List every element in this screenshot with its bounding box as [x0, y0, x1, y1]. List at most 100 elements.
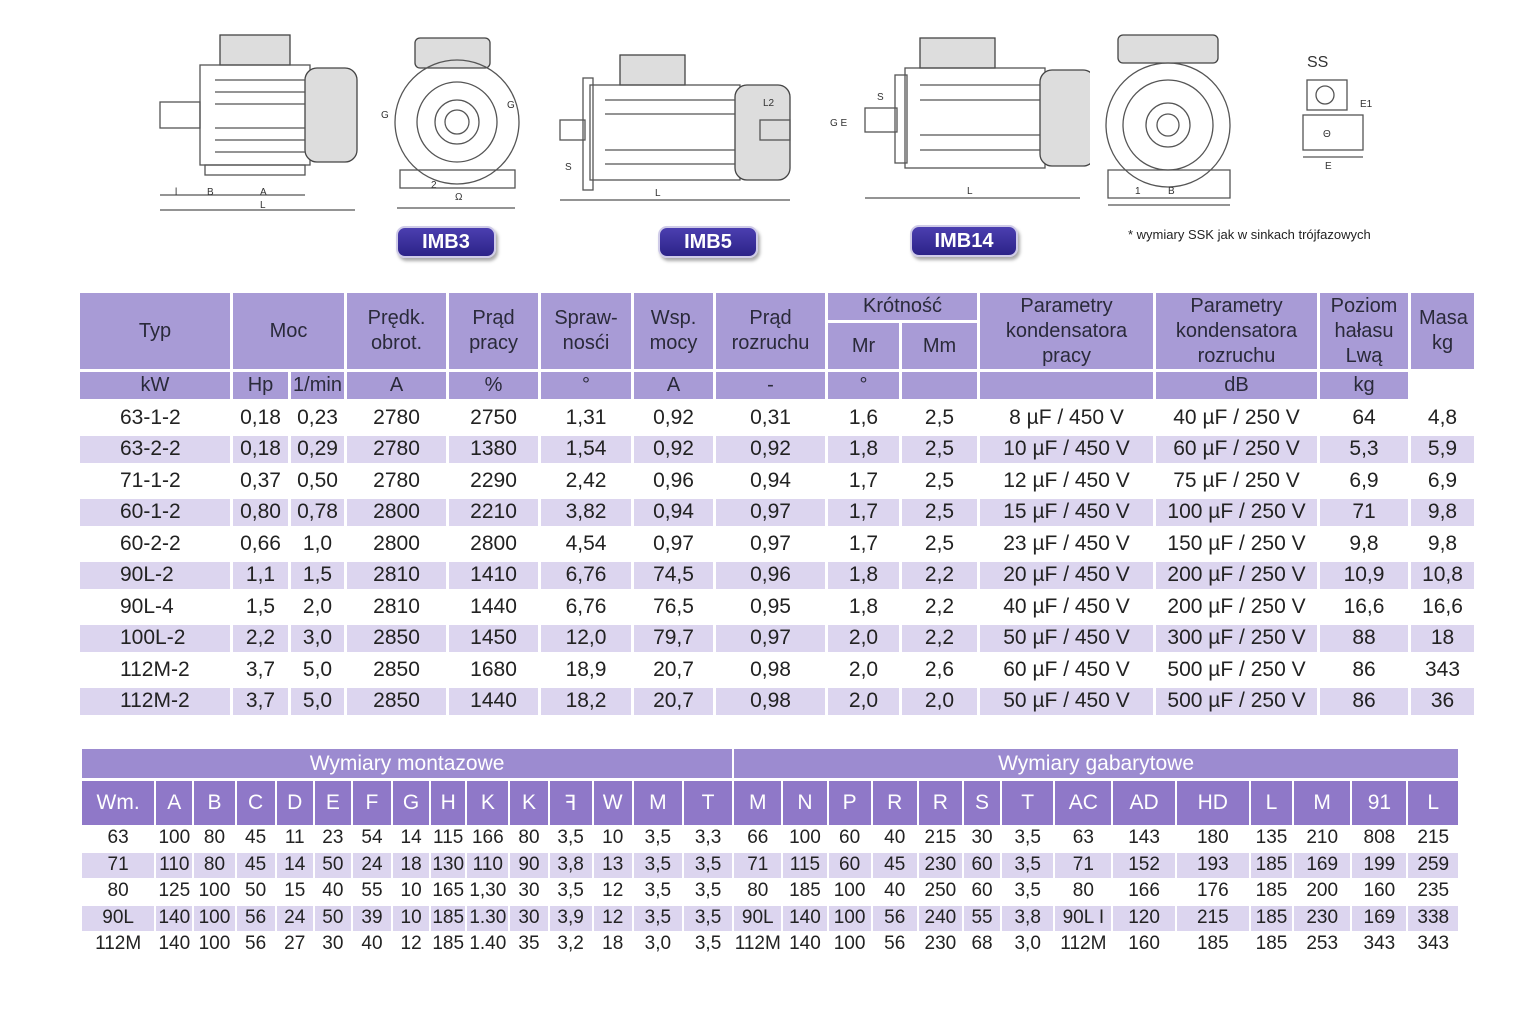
value-cell: 185	[1255, 933, 1288, 955]
column-header: L	[1408, 781, 1458, 825]
type-cell: 60-1-2	[80, 496, 230, 528]
svg-text:L2: L2	[763, 98, 775, 109]
value-cell: 40 µF / 250 V	[1173, 405, 1300, 429]
header-typ: Typ	[80, 293, 230, 372]
value-cell: 0,66	[240, 531, 281, 555]
header-kond-pracy: Parametry kondensatora pracy	[980, 293, 1154, 372]
unit-cell: °	[541, 372, 632, 402]
value-cell: 18	[1411, 622, 1475, 654]
value-cell: 1,0	[302, 531, 333, 555]
value-cell: 0,94	[634, 496, 714, 528]
value-cell: 45	[872, 851, 917, 878]
column-header: R	[918, 781, 962, 825]
unit-cell: A	[634, 372, 714, 402]
value-cell: 14	[400, 827, 422, 849]
value-cell: 185	[1196, 933, 1229, 955]
value-cell: 3,5	[1014, 880, 1041, 902]
value-cell: 185	[432, 933, 465, 955]
header-kond-rozruchu: Parametry kondensatora rozruchu	[1156, 293, 1318, 372]
value-cell: 0,97	[750, 531, 791, 555]
column-header: M	[1294, 781, 1351, 825]
value-cell: 3,3	[694, 827, 722, 849]
value-cell: 1,8	[848, 594, 879, 618]
column-header: AC	[1055, 781, 1112, 825]
value-cell: 50 µF / 450 V	[980, 685, 1154, 717]
svg-text:B: B	[207, 187, 214, 198]
table-row: 112M 140 100 56 27 30 40 12 185 1.40 35 3,2 18 3,0 3,5…	[82, 931, 1458, 958]
value-cell: 140	[158, 933, 191, 955]
value-cell: 1,1	[233, 559, 288, 591]
svg-text:Ω: Ω	[455, 192, 463, 203]
value-cell: 12,0	[541, 622, 632, 654]
value-cell: 193	[1176, 851, 1249, 878]
unit-cell: Hp	[233, 372, 288, 402]
table-row: 90L 140 100 56 24 50 39 10 185 1.30 30 3,9 12 3,5 3,5 9…	[82, 904, 1458, 931]
svg-text:A: A	[260, 187, 267, 198]
value-cell: 100	[833, 933, 866, 955]
value-cell: 0,18	[233, 433, 288, 465]
imb5-badge: IMB5	[658, 226, 758, 258]
header-moc: Moc	[233, 293, 345, 372]
value-cell: 0,31	[750, 405, 791, 429]
value-cell: 100	[789, 827, 821, 849]
column-header: K	[510, 781, 548, 825]
value-cell: 500 µF / 250 V	[1156, 685, 1318, 717]
motor-specs-table: Typ Moc Prędk. obrot. Prąd pracy Spraw- …	[77, 293, 1477, 717]
value-cell: 3,9	[549, 904, 592, 931]
table-row: 80 125 100 50 15 40 55 10 165 1,30 30 3,5 12 3,5 3,5 80…	[82, 878, 1458, 905]
value-cell: 100	[194, 904, 235, 931]
value-cell: 150 µF / 250 V	[1167, 531, 1306, 555]
unit-cell: dB	[1156, 372, 1318, 402]
value-cell: 56	[236, 904, 275, 931]
value-cell: 39	[352, 904, 392, 931]
motor-b14-view-drawing: L G E S	[830, 37, 1090, 199]
value-cell: 160	[1363, 880, 1396, 902]
column-header: B	[194, 781, 235, 825]
motor-side-view-drawing: l B AL	[159, 34, 358, 211]
value-cell: 60	[971, 880, 993, 902]
value-cell: 0,98	[750, 657, 791, 681]
value-cell: 250	[924, 880, 957, 902]
value-cell: 808	[1363, 827, 1396, 849]
value-cell: 110	[467, 851, 509, 878]
unit-cell	[980, 372, 1154, 402]
value-cell: 30	[971, 827, 993, 849]
value-cell: 235	[1417, 880, 1450, 902]
header-sprawnosc: Spraw- nosći	[541, 293, 632, 372]
value-cell: 10	[602, 827, 624, 849]
value-cell: 24	[352, 851, 392, 878]
value-cell: 2800	[470, 531, 517, 555]
table-row: 90L-4 1,5 2,0 2810 1440 6,76 76,5 0,95 1,8 2,2 40 …	[80, 591, 1474, 623]
value-cell: 110	[156, 851, 193, 878]
value-cell: 63	[107, 827, 129, 849]
value-cell: 200 µF / 250 V	[1167, 594, 1306, 618]
value-cell: 45	[245, 827, 267, 849]
table-row: 63-1-2 0,18 0,23 2780 2750 1,31 0,92 0,31 1,6 2,5…	[80, 402, 1474, 434]
svg-text:1: 1	[1135, 186, 1141, 197]
svg-text:E1: E1	[1360, 99, 1373, 110]
type-cell: 100L-2	[80, 622, 230, 654]
value-cell: 30	[322, 933, 344, 955]
value-cell: 8 µF / 450 V	[1009, 405, 1124, 429]
value-cell: 6,76	[541, 559, 632, 591]
value-cell: 76,5	[653, 594, 694, 618]
value-cell: 3,5	[1014, 827, 1041, 849]
value-cell: 215	[1417, 827, 1450, 849]
column-header: S	[963, 781, 1001, 825]
value-cell: 240	[918, 904, 962, 931]
type-cell: 63-2-2	[80, 433, 230, 465]
value-cell: 210	[1306, 827, 1339, 849]
value-cell: 185	[1255, 880, 1288, 902]
value-cell: 1,30	[469, 880, 507, 902]
value-cell: 112M	[1060, 933, 1107, 955]
value-cell: 4,8	[1427, 405, 1458, 429]
value-cell: 180	[1196, 827, 1229, 849]
value-cell: 3,5	[694, 933, 722, 955]
value-cell: 12 µF / 450 V	[1003, 468, 1130, 492]
value-cell: 27	[284, 933, 306, 955]
column-header: R	[872, 781, 917, 825]
value-cell: 1,6	[848, 405, 879, 429]
header-poziom-halasu: Poziom hałasu Lwą	[1320, 293, 1409, 372]
column-header: HD	[1176, 781, 1249, 825]
value-cell: 50 µF / 450 V	[980, 622, 1154, 654]
